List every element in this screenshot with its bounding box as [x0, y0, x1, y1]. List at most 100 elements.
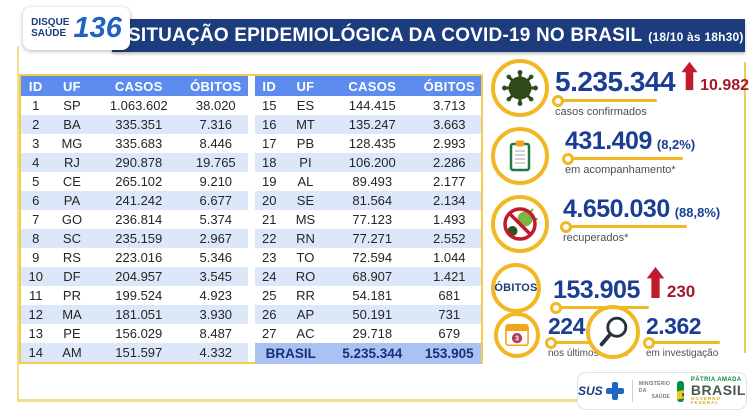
table-cell: 21: [261, 212, 277, 227]
table-cell: CE: [62, 174, 81, 189]
gold-underline: [560, 221, 687, 233]
table-cell: MA: [62, 307, 82, 322]
table-cell: 29.718: [352, 326, 393, 341]
page-title: SITUAÇÃO EPIDEMIOLÓGICA DA COVID-19 NO B…: [128, 24, 744, 46]
brazil-flag-icon: [677, 380, 684, 402]
table-row: 1 SP 1.063.602 38.020: [21, 96, 248, 115]
table-cell: 6.677: [199, 193, 233, 208]
sus-logo: SUS: [578, 381, 625, 401]
table-cell: 19: [261, 174, 277, 189]
confirmed-value: 5.235.344: [555, 66, 676, 97]
table-cell: SC: [62, 231, 81, 246]
table-cell: RJ: [64, 155, 80, 170]
table-cell: 38.020: [195, 98, 236, 113]
table-cell: 679: [438, 326, 461, 341]
patria-amada-brasil-logo: PÁTRIA AMADA BRASIL GOVERNO FEDERAL: [691, 377, 746, 406]
table-cell: 10: [28, 269, 43, 284]
table-cell: 7.316: [199, 117, 233, 132]
disque-saude-logo: DISQUE SAÚDE 136: [23, 7, 130, 50]
table-cell: RO: [295, 269, 316, 284]
table-row: 12 MA 181.051 3.930: [21, 305, 248, 324]
stat-confirmed-cases: 5.235.344 10.982 casos confirmados: [491, 59, 749, 118]
table-cell: AP: [296, 307, 315, 322]
states-table-block: ID UF CASOS ÓBITOS 1 SP 1.063.602 38.020 2 BA…: [19, 74, 483, 364]
gold-underline: [552, 95, 657, 107]
col-casos: CASOS: [326, 76, 418, 96]
left-table-body: 1 SP 1.063.602 38.020 2 BA 335.351 7.316 3 MG 335.…: [21, 96, 248, 362]
table-cell: 8.446: [199, 136, 233, 151]
table-cell: 5.346: [199, 250, 233, 265]
table-cell: 199.524: [115, 288, 163, 303]
table-row: 13 PE 156.029 8.487: [21, 324, 248, 343]
table-row: 15 ES 144.415 3.713: [255, 96, 482, 115]
table-cell: 223.016: [115, 250, 163, 265]
frame-border-bottom: [17, 399, 747, 402]
table-cell: 2.552: [433, 231, 466, 246]
table-row: 24 RO 68.907 1.421: [254, 267, 481, 286]
stat-recovered: 4.650.030 (88,8%) recuperados*: [491, 195, 720, 253]
table-cell: 235.159: [115, 231, 163, 246]
government-logos: SUS MINISTÉRIO DA SAÚDE PÁTRIA AMADA BRA…: [577, 372, 747, 410]
disque-saude-label: DISQUE SAÚDE: [31, 17, 70, 39]
table-cell: AC: [296, 326, 315, 341]
table-cell: 23: [261, 250, 277, 265]
up-arrow-icon: [681, 61, 698, 96]
deaths-value: 153.905: [553, 276, 640, 304]
table-cell: 8.487: [199, 326, 233, 341]
table-cell: 22: [261, 231, 277, 246]
brasil-label: BRASIL: [690, 381, 746, 398]
calendar-icon: 3: [494, 312, 540, 358]
table-row: 16 MT 135.247 3.663: [254, 115, 481, 134]
table-cell: 3.930: [199, 307, 233, 322]
table-cell: 2.286: [433, 155, 466, 170]
col-id: ID: [254, 76, 284, 96]
obitos-label: ÓBITOS: [494, 282, 538, 294]
states-table-left: ID UF CASOS ÓBITOS 1 SP 1.063.602 38.020 2 BA…: [21, 76, 248, 362]
table-cell: PR: [62, 288, 81, 303]
table-cell: 290.878: [115, 155, 163, 170]
table-cell: 11: [28, 288, 43, 303]
table-cell: 241.242: [115, 193, 163, 208]
table-row: 18 PI 106.200 2.286: [254, 153, 481, 172]
table-cell: 18: [261, 155, 277, 170]
clipboard-icon: [491, 127, 549, 185]
table-cell: 24: [261, 269, 277, 284]
table-row: 25 RR 54.181 681: [255, 286, 482, 305]
table-cell: 144.415: [348, 98, 396, 113]
table-cell: 265.102: [115, 174, 163, 189]
table-row: 14 AM 151.597 4.332: [21, 343, 248, 362]
table-cell: 2.967: [199, 231, 233, 246]
governo-federal-label: GOVERNO FEDERAL: [690, 395, 721, 405]
table-cell: 17: [261, 136, 277, 151]
total-casos: 5.235.344: [342, 346, 403, 361]
table-cell: 14: [28, 345, 43, 360]
obitos-badge: ÓBITOS: [491, 263, 541, 313]
table-cell: 26: [261, 307, 277, 322]
table-cell: 1.493: [433, 212, 466, 227]
table-cell: 9: [32, 250, 40, 265]
table-cell: 151.597: [115, 345, 163, 360]
magnifier-icon: [586, 305, 640, 359]
states-table-right: ID UF CASOS ÓBITOS 15 ES 144.415 3.713 16 MT 1…: [254, 76, 482, 364]
gold-underline: [562, 153, 683, 165]
col-id: ID: [21, 76, 51, 96]
table-cell: 54.181: [352, 288, 393, 303]
table-cell: RN: [296, 231, 315, 246]
table-cell: 13: [28, 326, 43, 341]
table-row: 9 RS 223.016 5.346: [21, 248, 248, 267]
col-obitos: ÓBITOS: [417, 76, 481, 96]
table-cell: 2: [32, 117, 40, 132]
table-cell: 1.063.602: [109, 98, 168, 113]
no-virus-icon: [491, 195, 549, 253]
table-cell: 204.957: [115, 269, 163, 284]
table-cell: 4.332: [199, 345, 233, 360]
confirmed-delta: 10.982: [700, 77, 750, 94]
frame-border-right: [744, 62, 746, 353]
table-cell: 128.435: [348, 136, 396, 151]
table-row: 2 BA 335.351 7.316: [21, 115, 248, 134]
table-cell: 335.683: [115, 136, 163, 151]
table-cell: 50.191: [352, 307, 393, 322]
table-cell: 2.993: [433, 136, 466, 151]
table-cell: MS: [295, 212, 316, 227]
table-row: 19 AL 89.493 2.177: [255, 172, 482, 191]
